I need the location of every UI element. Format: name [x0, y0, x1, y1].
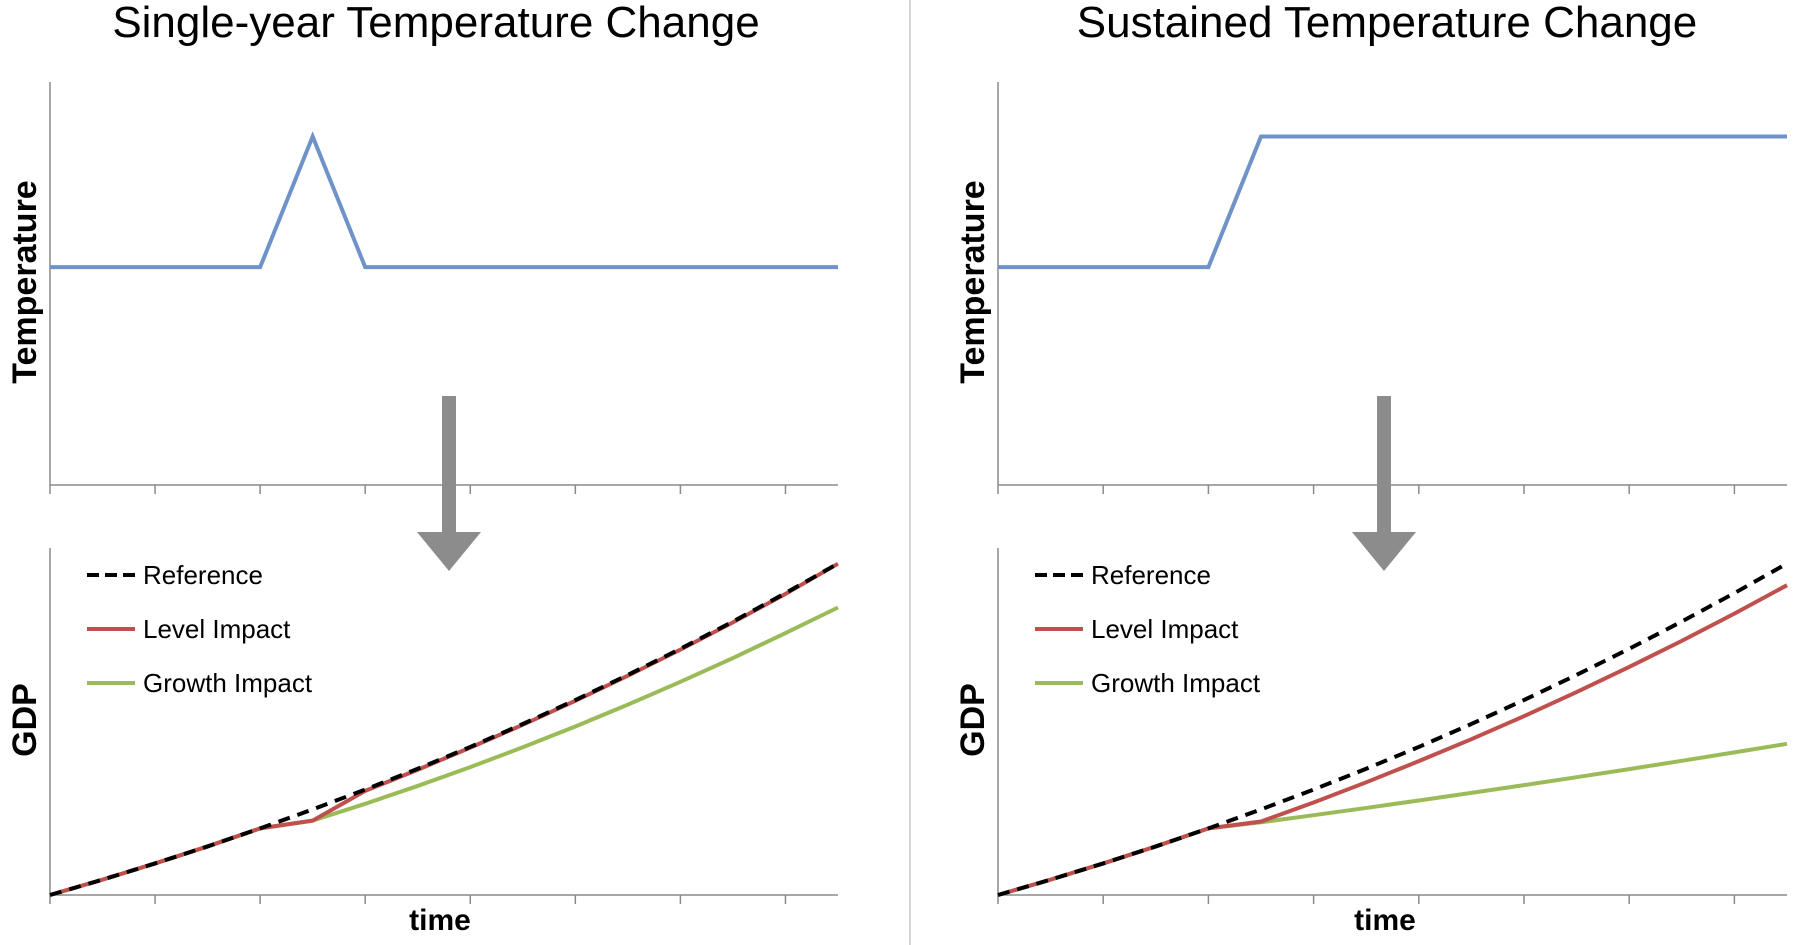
left-panel-title: Single-year Temperature Change — [112, 0, 759, 47]
left-legend-growth-impact-label: Growth Impact — [143, 668, 313, 698]
left-temperature-line — [50, 131, 838, 270]
right-legend-growth-impact-label: Growth Impact — [1091, 668, 1261, 698]
left-temperature-axis-label: Temperature — [6, 180, 44, 383]
right-temperature-axis-label: Temperature — [954, 180, 992, 383]
right-legend-level-impact-label: Level Impact — [1091, 614, 1239, 644]
left-gdp-reference-line — [49, 561, 839, 897]
left-legend-reference-label: Reference — [143, 560, 263, 590]
right-temperature-line — [998, 134, 1787, 270]
right-time-axis-label: time — [1354, 904, 1416, 937]
left-time-axis-label: time — [409, 904, 471, 937]
right-down-arrow-shaft — [1377, 396, 1391, 532]
left-down-arrow-shaft — [442, 396, 456, 532]
left-legend-level-impact-label: Level Impact — [143, 614, 291, 644]
left-gdp-growth-impact-line — [49, 605, 839, 897]
right-gdp-growth-impact-line — [997, 741, 1788, 897]
right-gdp-level-impact-line — [997, 583, 1788, 897]
left-gdp-axis-label: GDP — [6, 683, 44, 757]
right-panel-title: Sustained Temperature Change — [1077, 0, 1698, 47]
right-gdp-axis-label: GDP — [954, 683, 992, 757]
right-down-arrow-head — [1352, 532, 1416, 571]
right-gdp-reference-line — [997, 561, 1788, 897]
right-legend-reference-label: Reference — [1091, 560, 1211, 590]
left-down-arrow-head — [417, 532, 481, 571]
chart-marks: Reference Level Impact Growth Impact Refere… — [49, 82, 1788, 904]
